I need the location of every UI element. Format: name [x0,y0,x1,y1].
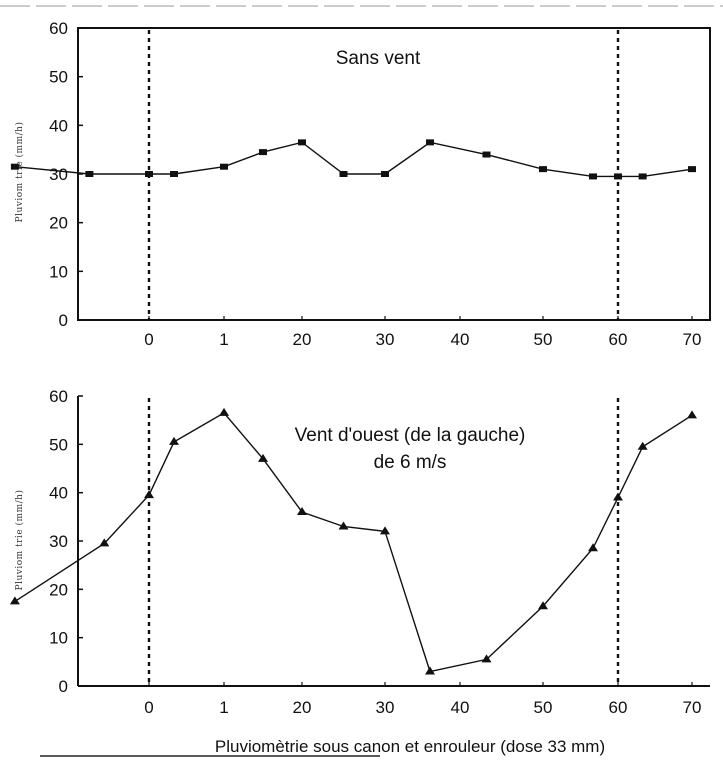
panel1-x-tick-label: 50 [534,330,553,349]
panel2-data-point [9,596,20,605]
panel1-data-point [298,139,306,146]
panel1-y-axis-title: Pluviom trie (mm/h) [14,122,25,223]
panel2-data-point [258,453,268,462]
panel1-x-tick-label: 70 [683,330,702,349]
panel2-data-point [380,526,390,535]
panel2-x-tick-label: 70 [683,698,702,717]
panel1-x-tick-label: 30 [376,330,395,349]
panel1-x-tick-label: 40 [451,330,470,349]
panel2-annotation: Vent d'ouest (de la gauche) [295,425,526,446]
panel2-x-tick-label: 0 [144,698,153,717]
panel2-series-line [14,412,693,673]
panel1-data-point [145,171,153,177]
panel2-y-axis-title: Pluviom trie (mm/h) [14,490,25,591]
panel2-x-tick-label: 60 [609,698,628,717]
panel1-data-point [688,166,696,173]
panel2-data-point [338,521,349,530]
panel1-series-line [14,141,693,178]
panel1-x-tick-label: 60 [609,330,628,349]
panel1-data-point [426,139,434,146]
panel1-annotation: Sans vent [336,48,421,69]
panel1-data-point [339,171,348,177]
panel2-x-tick-label: 50 [534,698,553,717]
panel1-y-tick-label: 40 [49,116,68,135]
x-axis-title: Pluviomètrie sous canon et enrouleur (do… [215,737,605,756]
panel2-y-tick-label: 20 [49,580,68,599]
panel2-x-tick-label: 1 [219,698,228,717]
panel2-y-tick-label: 60 [49,387,68,406]
panel1-y-tick-label: 0 [59,311,68,330]
panel2-data-point [219,407,229,416]
panel1-data-point [381,171,389,177]
panel2-annotation: de 6 m/s [374,452,447,473]
panel1-data-point [259,149,267,156]
panel2-data-point [425,666,435,675]
panel1-y-tick-label: 50 [49,68,68,87]
panel1-data-point [614,173,622,180]
panel1-x-tick-label: 0 [144,330,153,349]
panel1-y-tick-label: 10 [49,262,68,281]
panel2-data-point [144,490,154,499]
panel2-data-point [538,601,548,610]
panel1-x-tick-label: 1 [219,330,228,349]
panel2-data-point [588,543,598,552]
panel2-y-tick-label: 40 [49,484,68,503]
panel2-data-point [99,538,110,547]
panel2-data-point [613,492,623,501]
panel1-data-point [638,173,647,180]
panel1-data-point [589,173,597,180]
panel2-y-tick-label: 0 [59,677,68,696]
panel1-y-tick-label: 20 [49,214,68,233]
panel2-data-point [481,654,492,663]
panel2-x-tick-label: 20 [293,698,312,717]
panel2-data-point [297,507,307,515]
panel1-data-point [85,171,94,177]
panel2-x-tick-label: 40 [451,698,470,717]
panel1-y-tick-label: 60 [49,19,68,38]
panel1-y-tick-label: 30 [49,165,68,184]
panel1-data-point [539,166,547,173]
panel2-data-point [169,436,179,445]
panel2-y-tick-label: 30 [49,532,68,551]
panel1-data-point [482,151,491,158]
panel1-data-point [220,163,228,170]
panel1-data-point [10,163,19,170]
panel2-data-point [687,410,697,419]
panel1-x-tick-label: 20 [293,330,312,349]
panel2-y-tick-label: 10 [49,629,68,648]
panel2-x-tick-label: 30 [376,698,395,717]
panel1-data-point [170,171,178,177]
panel2-data-point [637,441,648,450]
panel2-y-tick-label: 50 [49,435,68,454]
